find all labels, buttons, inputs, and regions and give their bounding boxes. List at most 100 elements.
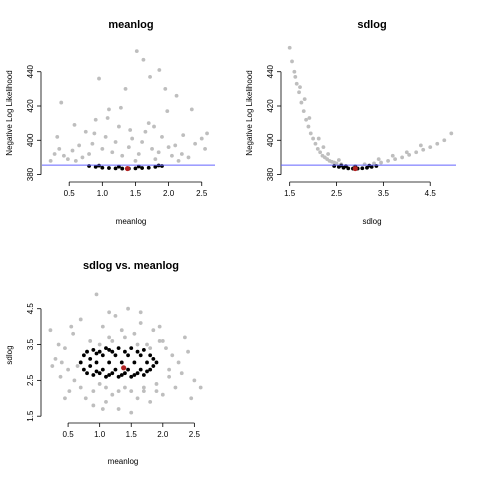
grey-point [83, 396, 88, 401]
black-point [154, 360, 159, 365]
panel-sdlog-vs-meanlog-title: sdlog vs. meanlog [83, 260, 179, 272]
black-point [85, 349, 89, 354]
grey-point [199, 136, 204, 141]
grey-point [118, 105, 123, 110]
grey-point [167, 374, 172, 379]
mle-point [352, 165, 358, 172]
black-point [104, 346, 108, 351]
black-point [151, 356, 156, 361]
grey-point [91, 403, 96, 408]
mle-point [121, 365, 127, 371]
grey-point [203, 146, 207, 151]
grey-point [290, 59, 294, 64]
black-point [141, 373, 146, 377]
grey-point [135, 342, 140, 347]
black-point [151, 364, 156, 368]
grey-point [170, 353, 175, 358]
grey-point [107, 310, 112, 315]
grey-point [117, 124, 121, 129]
grey-point [93, 117, 98, 122]
panel-meanlog-title: meanlog [108, 19, 153, 31]
grey-point [138, 321, 143, 325]
grey-point [104, 385, 108, 390]
grey-point [299, 100, 304, 105]
grey-point [50, 364, 55, 368]
black-point [94, 360, 99, 365]
grey-point [153, 157, 158, 162]
grey-point [71, 331, 76, 336]
grey-point [150, 146, 154, 151]
black-point [116, 374, 121, 379]
grey-point [442, 138, 447, 143]
black-point [119, 360, 124, 365]
grey-point [372, 161, 376, 166]
grey-point [130, 136, 135, 141]
black-point [135, 349, 140, 354]
panel-meanlog-ylabel: Negative Log Likelihood [5, 70, 14, 155]
grey-point [379, 160, 383, 165]
x-tick-label: 1.5 [130, 189, 142, 198]
grey-point [152, 124, 156, 129]
black-point [141, 348, 146, 352]
panel-sdlog-plot: 1.5 2.5 3.5 4.5 380 400 420 440 [266, 45, 456, 198]
grey-point [189, 396, 194, 401]
black-point [113, 353, 118, 358]
grey-point [404, 150, 409, 155]
y-tick-label: 420 [266, 99, 275, 113]
grey-point [176, 158, 181, 163]
black-point [148, 353, 153, 358]
grey-point [386, 158, 390, 163]
grey-point [157, 68, 162, 72]
black-point [119, 373, 124, 377]
black-point [91, 348, 96, 352]
grey-point [165, 109, 170, 114]
grey-point [97, 382, 102, 386]
grey-point [52, 152, 57, 156]
black-point [94, 369, 99, 374]
black-point [107, 166, 111, 170]
grey-point [334, 161, 339, 166]
grey-point [157, 324, 162, 329]
grey-point [393, 157, 397, 162]
y-tick-label: 380 [26, 167, 35, 181]
black-point [129, 346, 134, 351]
black-point [107, 373, 112, 377]
grey-point [136, 152, 141, 156]
x-tick-label: 2.5 [196, 189, 208, 198]
grey-point [110, 392, 115, 397]
x-tick-label: 1.5 [284, 189, 296, 198]
black-point [100, 367, 105, 372]
grey-point [58, 374, 63, 379]
grey-point [87, 152, 91, 156]
grey-point [421, 147, 426, 152]
grey-point [63, 396, 67, 401]
grey-point [72, 378, 77, 383]
grey-point [59, 100, 64, 105]
panel-sdlog-xlabel: sdlog [362, 217, 381, 226]
black-point [135, 371, 140, 376]
grey-point [55, 134, 60, 139]
panel-sdlog-vs-meanlog-plot: 0.5 1.0 1.5 2.0 2.5 1.5 2.5 3.5 4.5 [26, 292, 203, 439]
grey-point [311, 136, 316, 141]
grey-point [186, 349, 190, 354]
grey-point [183, 335, 187, 340]
grey-point [151, 328, 156, 333]
grey-point [160, 339, 165, 343]
grey-point [48, 328, 53, 333]
x-tick-label: 1.0 [97, 189, 109, 198]
grey-point [123, 86, 128, 91]
y-tick-label: 420 [26, 99, 35, 113]
grey-point [148, 346, 153, 351]
black-point [88, 356, 93, 361]
black-point [360, 166, 365, 171]
panel-sdlog-title: sdlog [357, 19, 386, 31]
y-tick-label: 2.5 [26, 374, 35, 386]
black-point [126, 367, 130, 372]
grey-point [123, 335, 127, 340]
grey-point [65, 157, 70, 162]
x-tick-label: 0.5 [64, 189, 76, 198]
grey-point [48, 158, 53, 163]
black-point [97, 163, 101, 168]
grey-point [140, 140, 144, 144]
